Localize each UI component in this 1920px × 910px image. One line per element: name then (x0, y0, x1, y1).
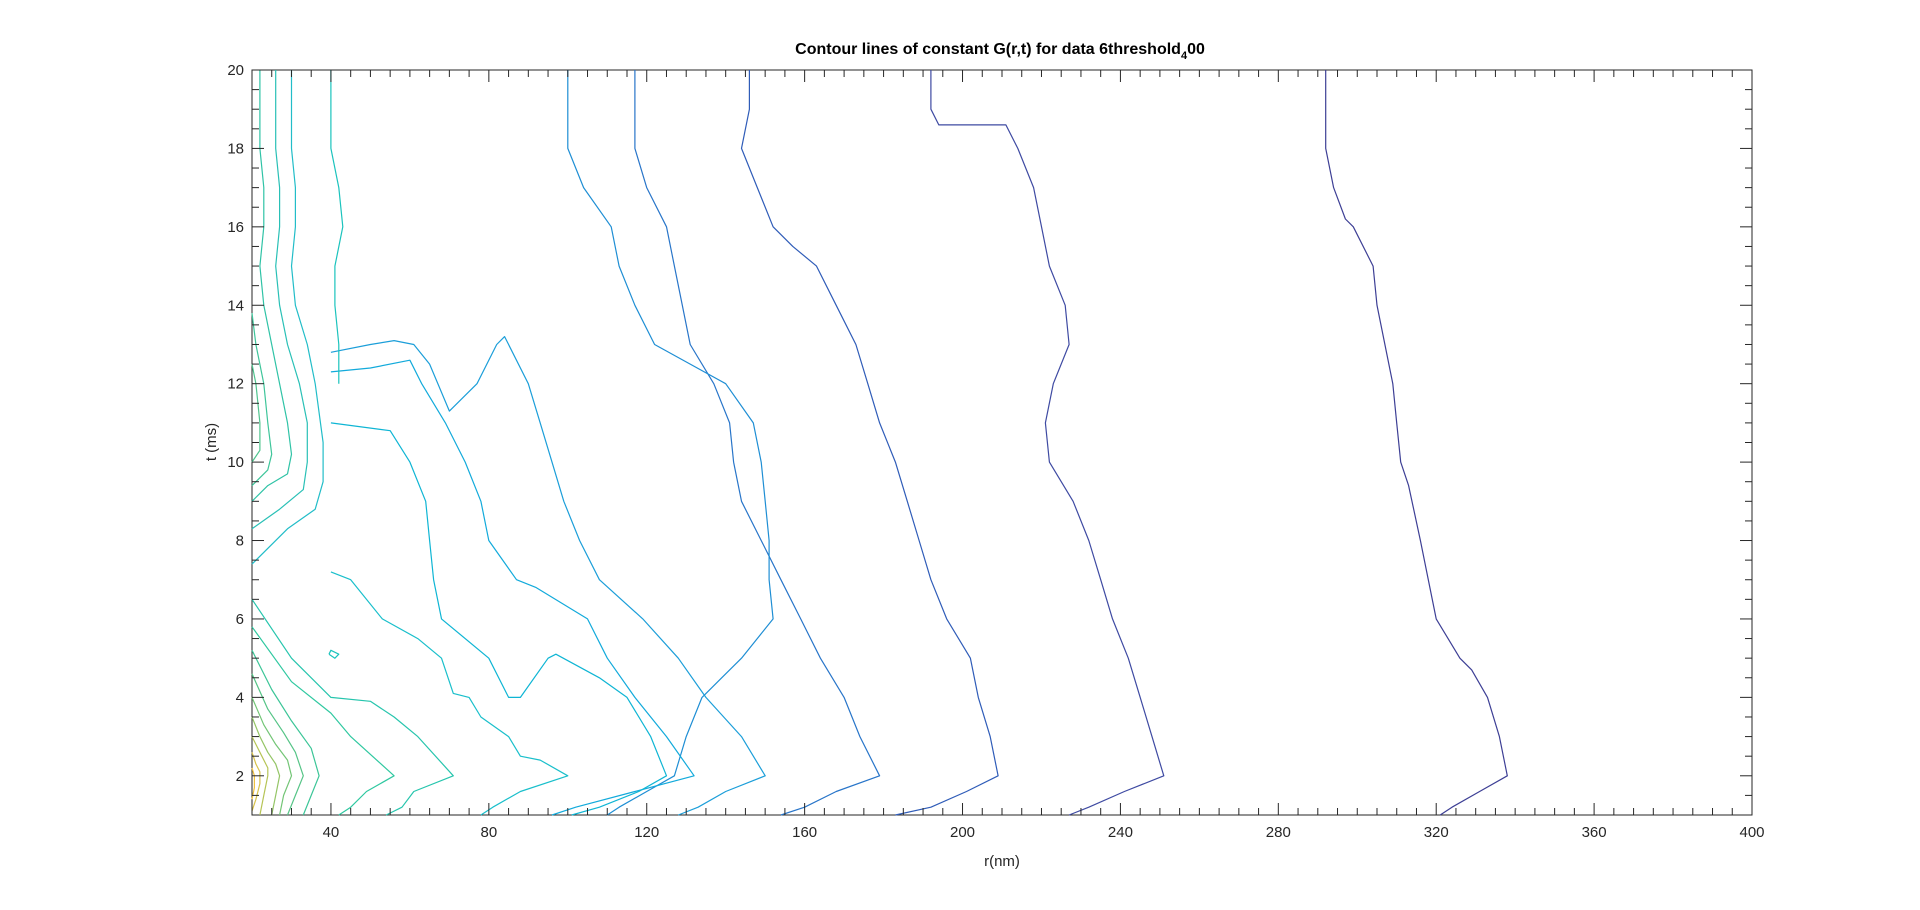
x-tick-label: 280 (1266, 824, 1291, 841)
contour-line-9 (330, 571, 569, 816)
contour-line-19 (251, 650, 320, 816)
contour-line-4 (634, 70, 881, 816)
contour-line-17 (251, 313, 273, 487)
chart-title-subscript: 4 (1181, 50, 1188, 62)
contour-line-8 (330, 422, 668, 816)
y-tick-label: 12 (227, 376, 244, 393)
y-axis-label: t (ms) (203, 423, 220, 461)
y-tick-label: 20 (227, 62, 244, 79)
chart-title: Contour lines of constant G(r,t) for dat… (795, 41, 1205, 62)
x-tick-label: 320 (1424, 824, 1449, 841)
contour-line-21 (251, 697, 293, 816)
x-tick-label: 240 (1108, 824, 1133, 841)
axis-ticks (251, 69, 1753, 816)
x-tick-label: 120 (634, 824, 659, 841)
contour-line-14 (251, 70, 324, 565)
x-axis-label: r(nm) (984, 853, 1020, 870)
y-tick-label: 18 (227, 140, 244, 157)
contour-line-25 (251, 767, 255, 800)
contour-line-7 (330, 359, 695, 816)
y-tick-label: 6 (236, 611, 244, 628)
y-tick-label: 8 (236, 533, 244, 550)
contour-line-6 (330, 336, 766, 816)
contour-line-3 (740, 70, 999, 816)
x-tick-label: 160 (792, 824, 817, 841)
contour-line-5 (567, 70, 774, 816)
x-tick-label: 360 (1582, 824, 1607, 841)
contour-line-11 (330, 70, 344, 384)
contour-line-22 (251, 716, 281, 816)
contour-line-12 (251, 598, 454, 816)
contour-line-1 (1325, 70, 1508, 816)
contour-line-20 (251, 673, 304, 816)
contour-line-16 (251, 70, 293, 502)
y-tick-label: 2 (236, 768, 244, 785)
y-tick-label: 10 (227, 454, 244, 471)
x-tick-label: 80 (480, 824, 497, 841)
axis-tick-labels: 40 80 120 160 200 240 280 320 360 400 2 4 6 8 10 12 14 16… (227, 62, 1764, 841)
y-tick-label: 4 (236, 689, 244, 706)
x-tick-label: 200 (950, 824, 975, 841)
y-tick-label: 14 (227, 297, 244, 314)
y-tick-label: 16 (227, 219, 244, 236)
contour-line-24 (251, 752, 261, 812)
contour-line-13 (251, 626, 395, 816)
chart-title-suffix: 00 (1187, 41, 1205, 58)
contour-line-2 (930, 70, 1165, 816)
contour-line-15 (251, 70, 308, 530)
contour-lines (251, 70, 1508, 816)
x-tick-label: 40 (323, 824, 340, 841)
contour-line-18 (251, 363, 261, 463)
contour-line-23 (251, 736, 269, 816)
contour-line-10 (328, 649, 340, 659)
plot-area-frame (251, 69, 1753, 816)
x-tick-label: 400 (1739, 824, 1764, 841)
